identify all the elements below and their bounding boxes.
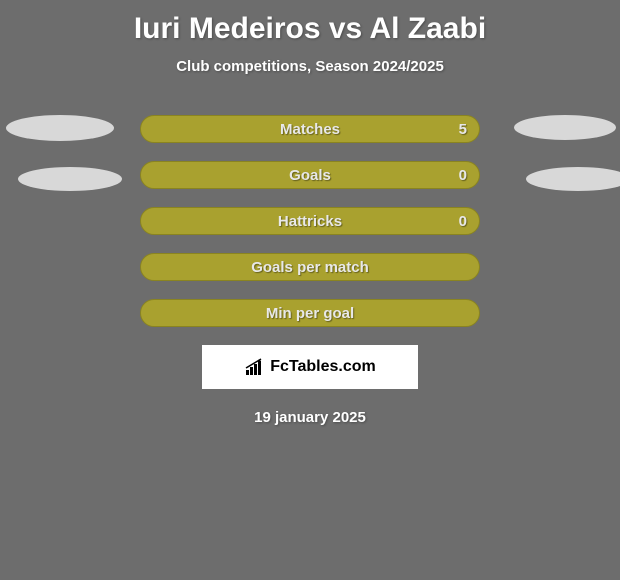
subtitle: Club competitions, Season 2024/2025: [0, 58, 620, 75]
page-title: Iuri Medeiros vs Al Zaabi: [0, 0, 620, 46]
chart-area: Matches 5 Goals 0 Hattricks 0 Goals per …: [0, 115, 620, 327]
stat-label: Min per goal: [266, 305, 354, 322]
stat-bar-matches: Matches 5: [140, 115, 480, 143]
chart-icon: [244, 358, 266, 376]
player-left-ellipse-2: [18, 167, 122, 191]
stat-label: Goals: [289, 167, 331, 184]
stat-value: 0: [459, 213, 467, 230]
player-right-ellipse-1: [514, 115, 616, 140]
stat-value: 5: [459, 121, 467, 138]
stat-bar-goals: Goals 0: [140, 161, 480, 189]
stat-label: Matches: [280, 121, 340, 138]
stat-bar-goals-per-match: Goals per match: [140, 253, 480, 281]
player-left-ellipse-1: [6, 115, 114, 141]
stat-label: Goals per match: [251, 259, 369, 276]
date-label: 19 january 2025: [0, 409, 620, 426]
bars-container: Matches 5 Goals 0 Hattricks 0 Goals per …: [140, 115, 480, 327]
stat-value: 0: [459, 167, 467, 184]
logo: FcTables.com: [244, 358, 376, 376]
player-right-ellipse-2: [526, 167, 620, 191]
stat-label: Hattricks: [278, 213, 342, 230]
stat-bar-min-per-goal: Min per goal: [140, 299, 480, 327]
logo-box: FcTables.com: [202, 345, 418, 389]
logo-text: FcTables.com: [270, 358, 376, 376]
stat-bar-hattricks: Hattricks 0: [140, 207, 480, 235]
